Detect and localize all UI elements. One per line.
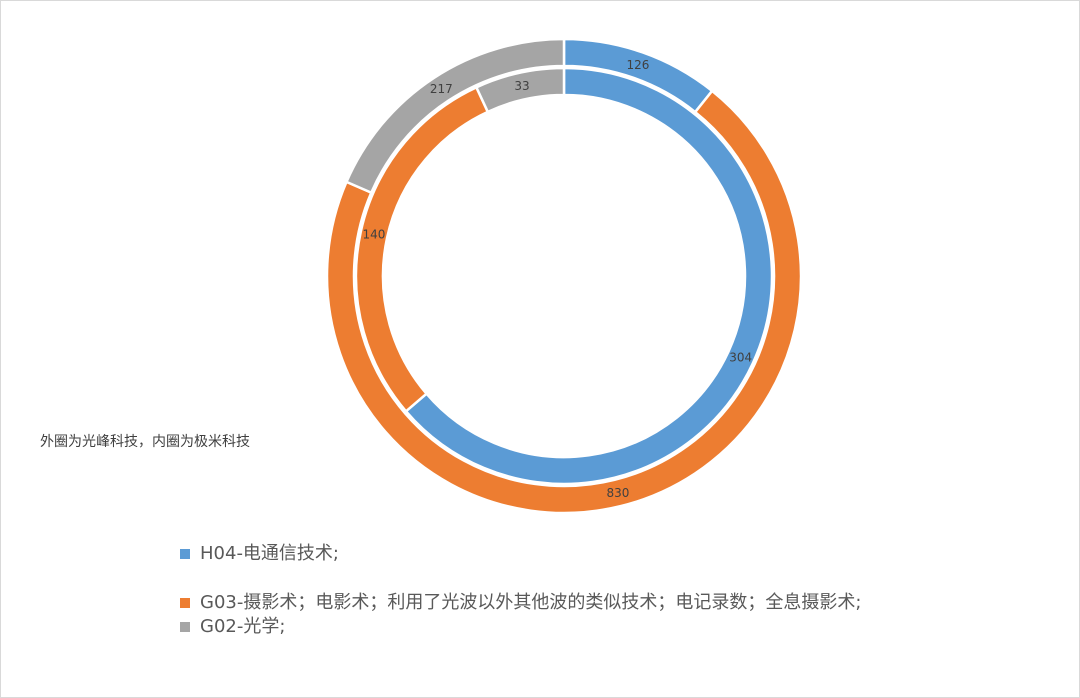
inner-ring-segment: [404, 66, 774, 486]
data-label: 304: [729, 350, 752, 364]
outer-ring-segment: [344, 37, 566, 195]
legend-item: H04-电通信技术;: [180, 542, 920, 566]
legend-item: G03-摄影术；电影术；利用了光波以外其他波的类似技术；电记录数；全息摄影术;: [180, 591, 920, 615]
legend-swatch: [180, 549, 190, 559]
data-label: 33: [514, 79, 529, 93]
legend: H04-电通信技术; G03-摄影术；电影术；利用了光波以外其他波的类似技术；电…: [180, 542, 920, 639]
inner-ring-segment: [474, 66, 566, 114]
legend-swatch: [180, 622, 190, 632]
legend-label: G03-摄影术；电影术；利用了光波以外其他波的类似技术；电记录数；全息摄影术;: [200, 592, 862, 613]
chart-annotation: 外圈为光峰科技，内圈为极米科技: [40, 434, 250, 450]
legend-item: G02-光学;: [180, 615, 920, 639]
legend-label: G02-光学;: [200, 616, 286, 637]
legend-label: H04-电通信技术;: [200, 543, 339, 564]
outer-ring-segment: [325, 89, 803, 515]
data-label: 140: [362, 228, 385, 242]
data-label: 217: [430, 82, 453, 96]
data-label: 830: [606, 486, 629, 500]
legend-swatch: [180, 598, 190, 608]
data-label: 126: [627, 58, 650, 72]
